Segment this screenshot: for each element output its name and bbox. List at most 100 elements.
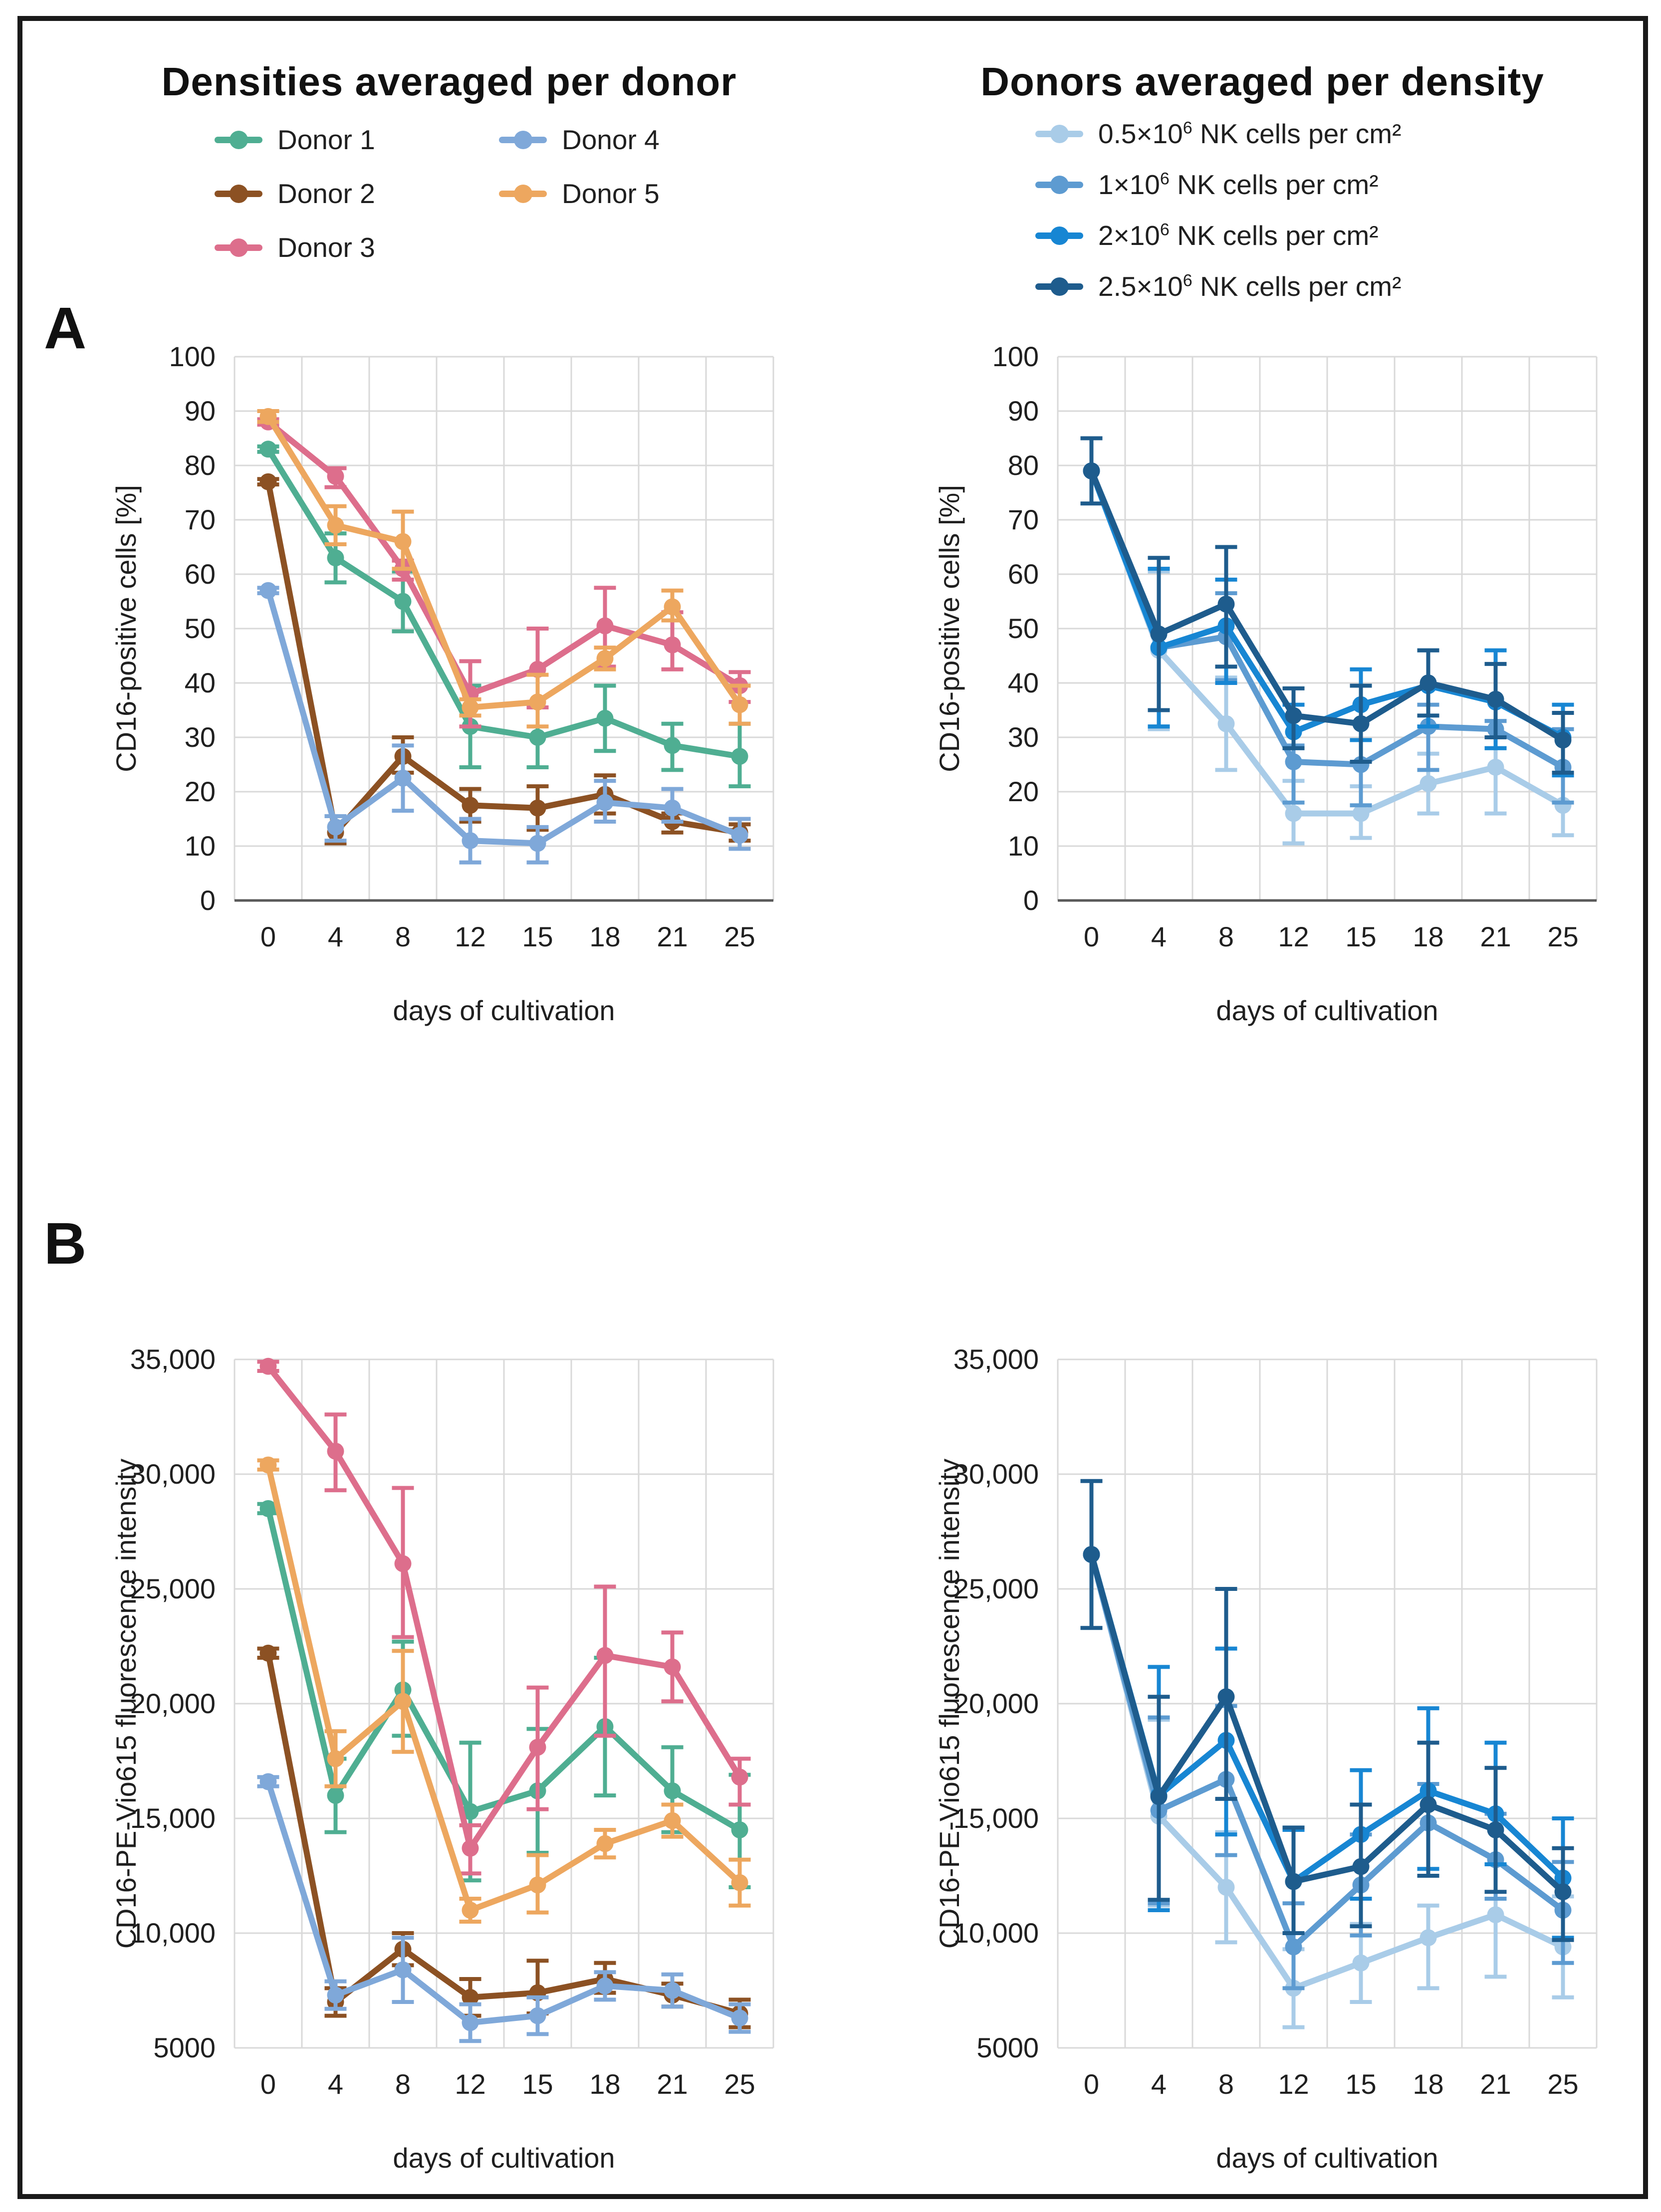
svg-text:15,000: 15,000 (130, 1802, 216, 1834)
legend-item-density-1: 1×106 NK cells per cm² (1035, 165, 1379, 205)
svg-text:15,000: 15,000 (953, 1802, 1039, 1834)
svg-text:12: 12 (1278, 2068, 1309, 2100)
svg-text:25: 25 (724, 2068, 755, 2100)
svg-text:days of cultivation: days of cultivation (393, 2142, 615, 2174)
svg-text:21: 21 (657, 2068, 688, 2100)
svg-text:CD16-positive cells [%]: CD16-positive cells [%] (934, 485, 965, 772)
svg-text:80: 80 (1008, 449, 1039, 481)
legend-item-density-2-5: 2.5×106 NK cells per cm² (1035, 266, 1401, 306)
svg-text:25,000: 25,000 (130, 1573, 216, 1604)
svg-text:10: 10 (185, 830, 216, 862)
legend-label: 2×106 NK cells per cm² (1098, 220, 1379, 251)
svg-text:15: 15 (1345, 921, 1376, 952)
chart-cd16-percent-per-density: 0 10 20 30 40 50 60 70 80 90 100 0 4 8 12 15 18 21 25 CD16-… (934, 341, 1598, 1026)
svg-text:35,000: 35,000 (953, 1343, 1039, 1375)
svg-text:4: 4 (1151, 921, 1167, 952)
left-column-title: Densities averaged per donor (161, 59, 737, 104)
svg-text:5000: 5000 (976, 2032, 1039, 2063)
chart-cd16-percent-per-donor: 0 10 20 30 40 50 60 70 80 90 100 0 4 8 12 15 18 21 25 CD16-… (110, 341, 774, 1026)
donor2-line-marker-icon (215, 174, 262, 214)
svg-text:20,000: 20,000 (953, 1688, 1039, 1719)
svg-text:25: 25 (724, 921, 755, 952)
svg-text:CD16-PE-Vio615 fluorescence in: CD16-PE-Vio615 fluorescence intensity (934, 1459, 965, 1949)
svg-text:100: 100 (992, 341, 1039, 372)
svg-text:30: 30 (185, 721, 216, 753)
legend-label: 0.5×106 NK cells per cm² (1098, 118, 1402, 149)
svg-text:30,000: 30,000 (953, 1458, 1039, 1490)
svg-text:18: 18 (1413, 921, 1443, 952)
legend-item-donor-5: Donor 5 (499, 174, 660, 214)
legend-label: Donor 2 (277, 178, 375, 209)
right-column-title: Donors averaged per density (980, 59, 1544, 104)
svg-text:4: 4 (328, 2068, 343, 2100)
svg-text:21: 21 (1480, 921, 1511, 952)
svg-text:0: 0 (260, 921, 276, 952)
svg-text:15: 15 (522, 2068, 553, 2100)
svg-text:30,000: 30,000 (130, 1458, 216, 1490)
legend-item-donor-1: Donor 1 (215, 120, 375, 160)
svg-text:90: 90 (185, 395, 216, 427)
svg-text:0: 0 (200, 885, 216, 916)
svg-text:80: 80 (185, 449, 216, 481)
svg-text:12: 12 (1278, 921, 1309, 952)
figure-border-frame (17, 16, 1648, 2199)
density25-line-marker-icon (1035, 266, 1083, 306)
legend-label: Donor 3 (277, 232, 375, 263)
svg-text:18: 18 (589, 2068, 620, 2100)
svg-text:8: 8 (395, 2068, 411, 2100)
svg-text:60: 60 (1008, 558, 1039, 590)
density05-line-marker-icon (1035, 114, 1083, 154)
svg-text:0: 0 (1084, 2068, 1099, 2100)
donor1-line-marker-icon (215, 120, 262, 160)
svg-text:days of cultivation: days of cultivation (1216, 995, 1438, 1026)
svg-text:40: 40 (1008, 667, 1039, 698)
svg-text:8: 8 (395, 921, 411, 952)
svg-text:18: 18 (589, 921, 620, 952)
donor5-line-marker-icon (499, 174, 547, 214)
svg-text:0: 0 (260, 2068, 276, 2100)
donor4-line-marker-icon (499, 120, 547, 160)
svg-text:CD16-PE-Vio615 fluorescence in: CD16-PE-Vio615 fluorescence intensity (110, 1459, 142, 1949)
svg-text:15: 15 (1345, 2068, 1376, 2100)
svg-text:20,000: 20,000 (130, 1688, 216, 1719)
svg-text:CD16-positive cells [%]: CD16-positive cells [%] (110, 485, 142, 772)
svg-text:25: 25 (1547, 921, 1578, 952)
svg-text:days of cultivation: days of cultivation (1216, 2142, 1438, 2174)
svg-text:0: 0 (1084, 921, 1099, 952)
svg-text:5000: 5000 (153, 2032, 216, 2063)
svg-text:50: 50 (1008, 613, 1039, 644)
svg-text:50: 50 (185, 613, 216, 644)
svg-text:days of cultivation: days of cultivation (393, 995, 615, 1026)
chart-fluorescence-per-donor: 5000 10,000 15,000 20,000 25,000 30,000 35,000… (110, 1343, 774, 2174)
svg-text:4: 4 (328, 921, 343, 952)
svg-text:8: 8 (1218, 921, 1234, 952)
svg-text:10,000: 10,000 (953, 1917, 1039, 1949)
legend-label: 2.5×106 NK cells per cm² (1098, 271, 1402, 302)
svg-text:30: 30 (1008, 721, 1039, 753)
svg-text:25: 25 (1547, 2068, 1578, 2100)
chart-fluorescence-per-density: 5000 10,000 15,000 20,000 25,000 30,000 35,000… (934, 1343, 1598, 2174)
svg-text:60: 60 (185, 558, 216, 590)
panel-label-a: A (44, 295, 87, 361)
svg-text:18: 18 (1413, 2068, 1443, 2100)
svg-text:25,000: 25,000 (953, 1573, 1039, 1604)
svg-text:21: 21 (657, 921, 688, 952)
legend-item-density-0-5: 0.5×106 NK cells per cm² (1035, 114, 1401, 154)
svg-text:8: 8 (1218, 2068, 1234, 2100)
svg-text:35,000: 35,000 (130, 1343, 216, 1375)
legend-label: 1×106 NK cells per cm² (1098, 169, 1379, 200)
legend-label: Donor 5 (562, 178, 660, 209)
svg-text:70: 70 (1008, 504, 1039, 535)
density1-line-marker-icon (1035, 165, 1083, 205)
svg-text:12: 12 (455, 921, 485, 952)
legend-item-donor-3: Donor 3 (215, 227, 375, 267)
legend-item-donor-4: Donor 4 (499, 120, 660, 160)
density2-line-marker-icon (1035, 216, 1083, 255)
svg-text:10,000: 10,000 (130, 1917, 216, 1949)
svg-text:0: 0 (1023, 885, 1039, 916)
legend-item-donor-2: Donor 2 (215, 174, 375, 214)
panel-label-b: B (44, 1211, 87, 1277)
svg-text:20: 20 (1008, 776, 1039, 807)
svg-text:20: 20 (185, 776, 216, 807)
